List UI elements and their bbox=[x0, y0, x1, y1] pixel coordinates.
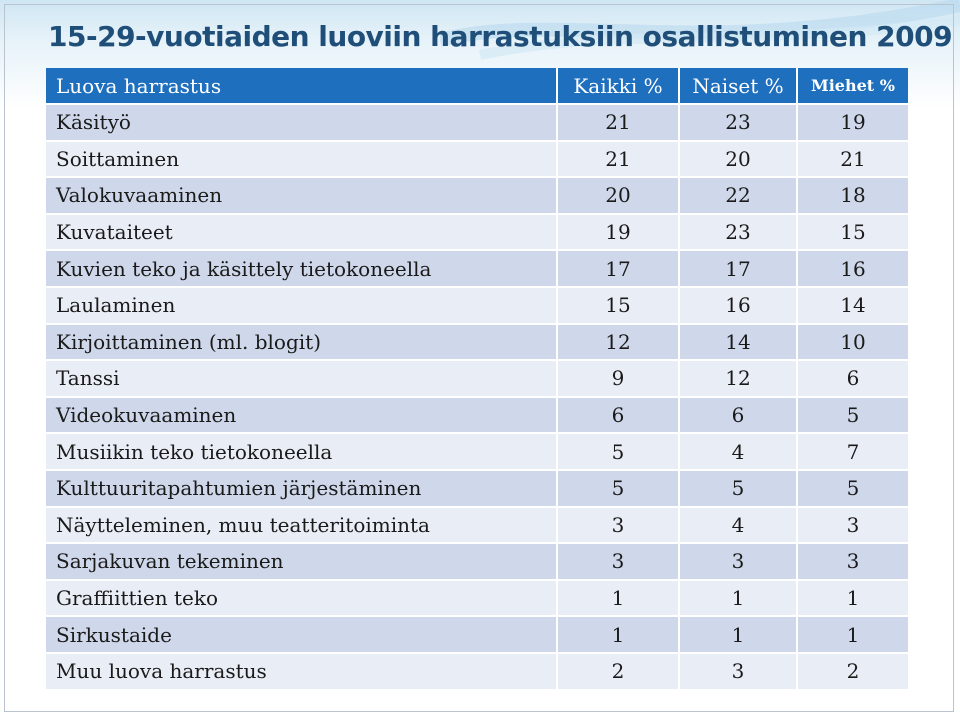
men-percent-cell: 3 bbox=[798, 507, 908, 545]
all-percent-cell: 3 bbox=[558, 544, 680, 581]
women-percent-cell: 4 bbox=[680, 507, 798, 545]
hobby-name-cell: Kulttuuritapahtumien järjestäminen bbox=[46, 470, 558, 508]
men-percent-cell: 16 bbox=[798, 251, 908, 288]
table-row: Sarjakuvan tekeminen 3 3 3 bbox=[46, 544, 908, 581]
men-percent-cell: 6 bbox=[798, 361, 908, 398]
men-percent-cell: 21 bbox=[798, 141, 908, 179]
all-percent-cell: 6 bbox=[558, 397, 680, 435]
men-percent-cell: 14 bbox=[798, 287, 908, 325]
men-percent-cell: 19 bbox=[798, 105, 908, 142]
hobby-name-cell: Valokuvaaminen bbox=[46, 178, 558, 215]
all-percent-cell: 1 bbox=[558, 580, 680, 618]
all-percent-cell: 21 bbox=[558, 105, 680, 142]
men-percent-cell: 1 bbox=[798, 617, 908, 654]
table-row: Muu luova harrastus 2 3 2 bbox=[46, 653, 908, 691]
hobby-name-cell: Graffiittien teko bbox=[46, 580, 558, 618]
all-percent-cell: 9 bbox=[558, 361, 680, 398]
men-percent-cell: 2 bbox=[798, 653, 908, 691]
header-hobby: Luova harrastus bbox=[46, 68, 558, 105]
all-percent-cell: 3 bbox=[558, 507, 680, 545]
table-row: Kulttuuritapahtumien järjestäminen 5 5 5 bbox=[46, 470, 908, 508]
table-row: Graffiittien teko 1 1 1 bbox=[46, 580, 908, 618]
women-percent-cell: 6 bbox=[680, 397, 798, 435]
hobby-name-cell: Kuvien teko ja käsittely tietokoneella bbox=[46, 251, 558, 288]
men-percent-cell: 1 bbox=[798, 580, 908, 618]
table-row: Valokuvaaminen 20 22 18 bbox=[46, 178, 908, 215]
women-percent-cell: 22 bbox=[680, 178, 798, 215]
table-row: Musiikin teko tietokoneella 5 4 7 bbox=[46, 434, 908, 471]
women-percent-cell: 23 bbox=[680, 214, 798, 252]
women-percent-cell: 4 bbox=[680, 434, 798, 471]
all-percent-cell: 5 bbox=[558, 434, 680, 471]
men-percent-cell: 7 bbox=[798, 434, 908, 471]
table-row: Kuvien teko ja käsittely tietokoneella 17… bbox=[46, 251, 908, 288]
table-row: Tanssi 9 12 6 bbox=[46, 361, 908, 398]
table-row: Videokuvaaminen 6 6 5 bbox=[46, 397, 908, 435]
table-row: Käsityö 21 23 19 bbox=[46, 105, 908, 142]
all-percent-cell: 21 bbox=[558, 141, 680, 179]
women-percent-cell: 17 bbox=[680, 251, 798, 288]
table-row: Sirkustaide 1 1 1 bbox=[46, 617, 908, 654]
hobby-name-cell: Musiikin teko tietokoneella bbox=[46, 434, 558, 471]
women-percent-cell: 23 bbox=[680, 105, 798, 142]
slide-title: 15-29-vuotiaiden luoviin harrastuksiin o… bbox=[48, 20, 953, 53]
all-percent-cell: 17 bbox=[558, 251, 680, 288]
hobby-name-cell: Muu luova harrastus bbox=[46, 653, 558, 691]
table-header-row: Luova harrastus Kaikki % Naiset % Miehet… bbox=[46, 68, 908, 105]
hobby-name-cell: Näytteleminen, muu teatteritoiminta bbox=[46, 507, 558, 545]
hobby-name-cell: Sirkustaide bbox=[46, 617, 558, 654]
all-percent-cell: 2 bbox=[558, 653, 680, 691]
table-row: Soittaminen 21 20 21 bbox=[46, 141, 908, 179]
slide-frame bbox=[4, 4, 954, 712]
men-percent-cell: 5 bbox=[798, 397, 908, 435]
men-percent-cell: 5 bbox=[798, 470, 908, 508]
hobby-participation-table: Luova harrastus Kaikki % Naiset % Miehet… bbox=[46, 68, 908, 691]
men-percent-cell: 10 bbox=[798, 324, 908, 362]
all-percent-cell: 5 bbox=[558, 470, 680, 508]
all-percent-cell: 15 bbox=[558, 287, 680, 325]
header-women: Naiset % bbox=[680, 68, 798, 105]
all-percent-cell: 19 bbox=[558, 214, 680, 252]
hobby-name-cell: Laulaminen bbox=[46, 287, 558, 325]
women-percent-cell: 3 bbox=[680, 653, 798, 691]
all-percent-cell: 12 bbox=[558, 324, 680, 362]
women-percent-cell: 1 bbox=[680, 580, 798, 618]
women-percent-cell: 20 bbox=[680, 141, 798, 179]
hobby-name-cell: Sarjakuvan tekeminen bbox=[46, 544, 558, 581]
all-percent-cell: 20 bbox=[558, 178, 680, 215]
table-row: Kirjoittaminen (ml. blogit) 12 14 10 bbox=[46, 324, 908, 362]
women-percent-cell: 12 bbox=[680, 361, 798, 398]
table-row: Kuvataiteet 19 23 15 bbox=[46, 214, 908, 252]
header-men: Miehet % bbox=[798, 68, 908, 105]
table-body: Käsityö 21 23 19 Soittaminen 21 20 21 Valokuvaam… bbox=[46, 105, 908, 691]
women-percent-cell: 16 bbox=[680, 287, 798, 325]
women-percent-cell: 14 bbox=[680, 324, 798, 362]
men-percent-cell: 18 bbox=[798, 178, 908, 215]
table-row: Näytteleminen, muu teatteritoiminta 3 4 3 bbox=[46, 507, 908, 545]
women-percent-cell: 1 bbox=[680, 617, 798, 654]
table-row: Laulaminen 15 16 14 bbox=[46, 287, 908, 325]
women-percent-cell: 3 bbox=[680, 544, 798, 581]
header-all: Kaikki % bbox=[558, 68, 680, 105]
all-percent-cell: 1 bbox=[558, 617, 680, 654]
hobby-name-cell: Tanssi bbox=[46, 361, 558, 398]
hobby-name-cell: Soittaminen bbox=[46, 141, 558, 179]
men-percent-cell: 15 bbox=[798, 214, 908, 252]
hobby-name-cell: Käsityö bbox=[46, 105, 558, 142]
women-percent-cell: 5 bbox=[680, 470, 798, 508]
men-percent-cell: 3 bbox=[798, 544, 908, 581]
hobby-name-cell: Kirjoittaminen (ml. blogit) bbox=[46, 324, 558, 362]
hobby-name-cell: Videokuvaaminen bbox=[46, 397, 558, 435]
decorative-wave bbox=[440, 0, 960, 70]
hobby-name-cell: Kuvataiteet bbox=[46, 214, 558, 252]
